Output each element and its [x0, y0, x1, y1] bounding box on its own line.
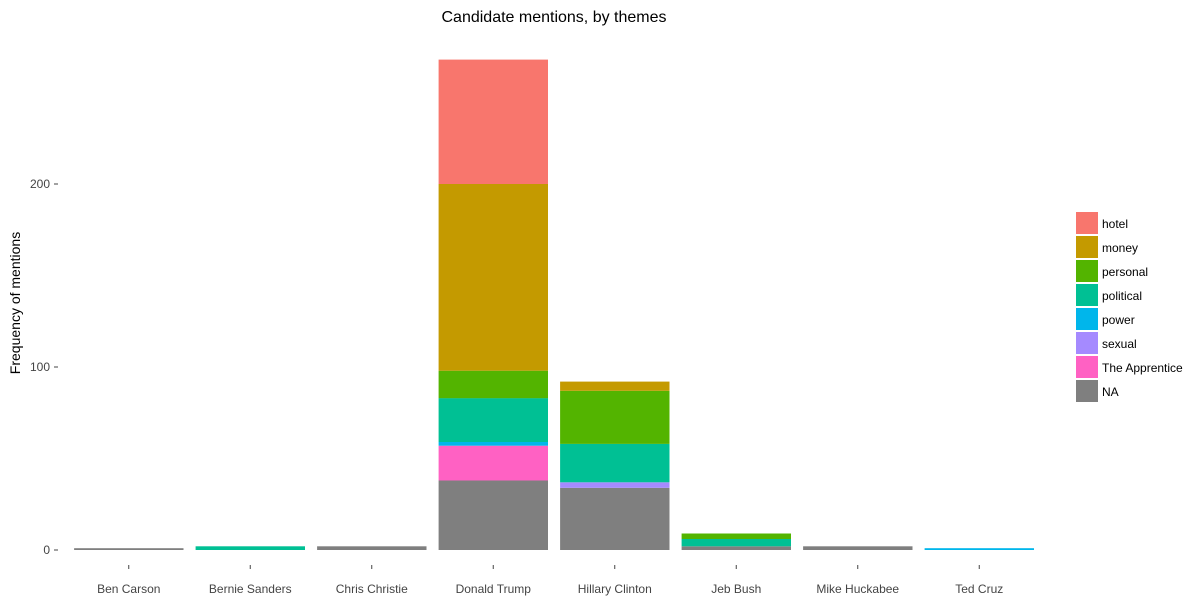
- bar-segment-ben-carson-na: [74, 548, 184, 550]
- legend-swatch: [1076, 380, 1098, 402]
- bar-segment-donald-trump-na: [438, 480, 548, 550]
- bar-segment-hillary-clinton-money: [560, 381, 670, 391]
- legend-swatch: [1076, 308, 1098, 330]
- x-tick-label: Bernie Sanders: [209, 582, 292, 596]
- legend-label: NA: [1102, 385, 1119, 399]
- legend-swatch: [1076, 212, 1098, 234]
- legend-swatch: [1076, 236, 1098, 258]
- bar-segment-chris-christie-na: [317, 546, 427, 550]
- x-axis: Ben Carson Bernie Sanders Chris Christie Do…: [97, 565, 1003, 596]
- bar-segment-hillary-clinton-na: [560, 487, 670, 550]
- bar-ted-cruz: [924, 548, 1034, 550]
- bar-segment-jeb-bush-na: [681, 546, 791, 550]
- bar-segment-jeb-bush-personal: [681, 533, 791, 539]
- legend-item-hotel: hotel: [1076, 212, 1128, 234]
- legend-swatch: [1076, 332, 1098, 354]
- legend-swatch: [1076, 284, 1098, 306]
- legend-label: money: [1102, 241, 1138, 255]
- y-tick-label: 200: [30, 177, 50, 191]
- bar-segment-donald-trump-personal: [438, 370, 548, 399]
- y-axis-label: Frequency of mentions: [7, 232, 23, 374]
- x-tick-label: Hillary Clinton: [578, 582, 652, 596]
- bar-segment-jeb-bush-political: [681, 539, 791, 547]
- x-tick-label: Ted Cruz: [955, 582, 1003, 596]
- bar-segment-mike-huckabee-na: [803, 546, 913, 550]
- bar-segment-bernie-sanders-political: [195, 546, 305, 550]
- y-axis: 0 100 200: [30, 177, 58, 557]
- legend-label: The Apprentice: [1102, 361, 1183, 375]
- legend-label: personal: [1102, 265, 1148, 279]
- legend: hotel money personal political power sexual Th…: [1076, 212, 1183, 402]
- bar-segment-hillary-clinton-sexual: [560, 482, 670, 488]
- bar-segment-ted-cruz-power: [924, 548, 1034, 550]
- bar-segment-hillary-clinton-personal: [560, 390, 670, 444]
- bar-ben-carson: [74, 548, 184, 550]
- bar-donald-trump: [438, 59, 548, 550]
- chart-title: Candidate mentions, by themes: [441, 9, 666, 26]
- legend-item-sexual: sexual: [1076, 332, 1137, 354]
- bar-segment-donald-trump-money: [438, 184, 548, 371]
- legend-swatch: [1076, 356, 1098, 378]
- legend-label: sexual: [1102, 337, 1137, 351]
- legend-item-power: power: [1076, 308, 1135, 330]
- y-tick-label: 100: [30, 360, 50, 374]
- x-tick-label: Jeb Bush: [711, 582, 761, 596]
- x-tick-label: Ben Carson: [97, 582, 160, 596]
- legend-label: hotel: [1102, 217, 1128, 231]
- legend-item-personal: personal: [1076, 260, 1148, 282]
- bar-chris-christie: [317, 546, 427, 550]
- x-tick-label: Mike Huckabee: [816, 582, 899, 596]
- bar-segment-donald-trump-power: [438, 442, 548, 446]
- legend-swatch: [1076, 260, 1098, 282]
- bar-jeb-bush: [681, 533, 791, 550]
- bar-bernie-sanders: [195, 546, 305, 550]
- x-tick-label: Chris Christie: [336, 582, 408, 596]
- bars-group: [74, 59, 1034, 550]
- legend-item-na: NA: [1076, 380, 1119, 402]
- legend-label: political: [1102, 289, 1142, 303]
- legend-label: power: [1102, 313, 1135, 327]
- bar-segment-hillary-clinton-political: [560, 443, 670, 483]
- x-tick-label: Donald Trump: [456, 582, 532, 596]
- bar-segment-donald-trump-hotel: [438, 59, 548, 184]
- bar-hillary-clinton: [560, 381, 670, 550]
- legend-item-money: money: [1076, 236, 1138, 258]
- legend-item-political: political: [1076, 284, 1142, 306]
- legend-item-the-apprentice: The Apprentice: [1076, 356, 1183, 378]
- bar-segment-donald-trump-the-apprentice: [438, 445, 548, 481]
- bar-mike-huckabee: [803, 546, 913, 550]
- y-tick-label: 0: [43, 543, 50, 557]
- bar-segment-donald-trump-political: [438, 398, 548, 442]
